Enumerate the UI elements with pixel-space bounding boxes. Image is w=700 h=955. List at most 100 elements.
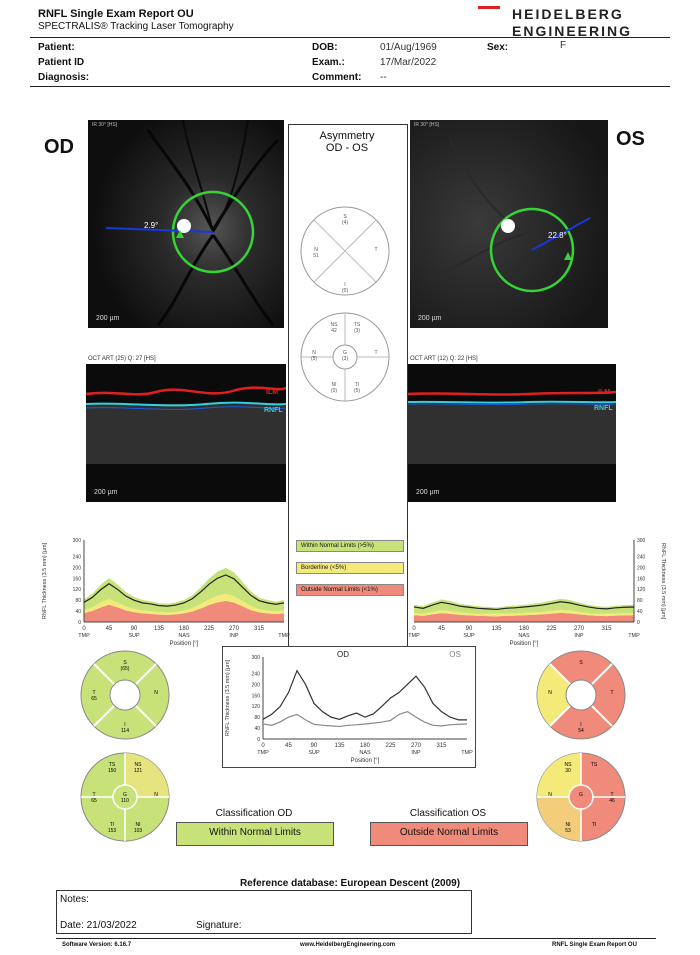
x-axis-label: Position [°] <box>510 641 539 647</box>
x-tick-label: 225 <box>546 626 557 632</box>
asymmetry-outer-svg: S (4) N 51 T I (0) <box>300 206 390 296</box>
svg-text:51: 51 <box>313 253 319 259</box>
svg-text:NI: NI <box>332 382 337 388</box>
svg-text:NS: NS <box>331 322 339 328</box>
x-tick-label: 0 <box>261 743 265 749</box>
y-tick-label: 200 <box>73 565 82 571</box>
y-tick-label: 80 <box>254 715 260 721</box>
x-category-label: INP <box>574 633 584 639</box>
y-tick-label: 160 <box>637 576 646 582</box>
os-sector-outer: S N T I 54 <box>536 650 626 745</box>
date-label: Date: 21/03/2022 <box>60 920 137 931</box>
os-thickness-svg: 0 45 90 135 180 225 270 315 TMP SUP NAS INP TMP Posit… <box>408 538 666 647</box>
x-tick-label: 45 <box>438 626 445 632</box>
od-sector-inner: TS 150 NS 121 T 65 G 110 N TI 153 NI 103 <box>80 752 170 847</box>
svg-text:S: S <box>123 660 127 666</box>
x-tick-label: 45 <box>285 743 292 749</box>
x-tick-label: 135 <box>491 626 502 632</box>
x-category-label: INP <box>411 750 421 756</box>
os-sector-inner: NS 30 TS N G T 46 NI 53 TI <box>536 752 626 847</box>
legend-borderline: Borderline (<5%) <box>296 562 404 574</box>
od-ns-label: NS <box>135 762 143 768</box>
asymmetry-chart-outer: S (4) N 51 T I (0) <box>300 204 390 303</box>
y-tick-label: 300 <box>73 538 82 544</box>
svg-text:(5): (5) <box>311 356 317 362</box>
within-normal-band <box>414 598 634 614</box>
svg-text:(4): (4) <box>342 220 348 226</box>
x-tick-label: 45 <box>106 626 113 632</box>
svg-text:N: N <box>314 247 318 253</box>
y-tick-label: 80 <box>637 598 643 604</box>
diagnosis-label: Diagnosis: <box>38 72 90 83</box>
asymmetry-chart-inner: NS 42 TS (3) N (5) G (3) T NI (0) TI (5) <box>300 310 390 409</box>
od-ti-value: 153 <box>108 828 117 834</box>
x-category-label: TMP <box>628 633 640 639</box>
borderline-band <box>414 609 634 617</box>
od-thickness-svg: 0 45 90 135 180 225 270 315 TMP SUP NAS INP TMP Posit… <box>42 538 290 647</box>
svg-text:TI: TI <box>355 382 359 388</box>
os-oct-caption: OCT ART (12) Q: 22 [HS] <box>410 356 478 362</box>
y-tick-label: 120 <box>637 587 646 593</box>
brand-logo: HEIDELBERG ENGINEERING <box>478 6 660 40</box>
od-sector-outer: S (65) T 65 N I 114 <box>80 650 170 745</box>
od-ilm-label: ILM <box>266 389 278 396</box>
x-category-label: TMP <box>461 750 473 756</box>
y-tick-label: 40 <box>254 726 260 732</box>
x-category-label: TMP <box>78 633 90 639</box>
od-oct-scale: 200 µm <box>94 489 118 496</box>
svg-text:(3): (3) <box>342 356 348 362</box>
od-angle-label: 2.9° <box>144 221 158 230</box>
comment-value: -- <box>380 72 387 83</box>
patient-label: Patient: <box>38 42 75 53</box>
y-tick-label: 240 <box>637 554 646 560</box>
svg-text:T: T <box>374 350 377 356</box>
y-axis-label: RNFL Thickness (3.5 mm) [µm] <box>42 542 48 619</box>
os-fundus-scale: 200 µm <box>418 315 442 322</box>
os-scan-line <box>531 217 591 251</box>
x-tick-label: 315 <box>601 626 612 632</box>
comparison-chart: 0 45 90 135 180 225 270 315 TMP SUP NAS INP TMP Posit… <box>222 646 476 768</box>
od-t-label: T <box>92 792 95 798</box>
x-tick-label: 270 <box>229 626 240 632</box>
x-tick-label: 180 <box>360 743 371 749</box>
os-g-label: G <box>579 792 583 798</box>
x-category-label: INP <box>229 633 239 639</box>
y-tick-label: 240 <box>73 554 82 560</box>
y-tick-label: 200 <box>252 682 261 688</box>
od-fundus-svg: 2.9° <box>88 120 284 328</box>
x-tick-label: 270 <box>574 626 585 632</box>
series-line-od <box>83 574 285 607</box>
os-t-value: 46 <box>609 798 615 804</box>
os-ns-label: NS <box>565 762 573 768</box>
os-sector-outer-svg: S N T I 54 <box>536 650 626 740</box>
exam-label: Exam.: <box>312 57 345 68</box>
svg-text:S: S <box>579 660 583 666</box>
brand-line2: ENGINEERING <box>512 23 632 39</box>
series-line-od <box>262 669 467 721</box>
svg-text:N: N <box>312 350 316 356</box>
report-subtitle: SPECTRALIS® Tracking Laser Tomography <box>38 21 234 32</box>
os-oct-image: ILM RNFL 200 µm <box>408 364 616 502</box>
x-tick-label: 315 <box>254 626 265 632</box>
od-fundus-image: 2.9° IR 30° [HS] 200 µm <box>88 120 284 328</box>
os-ni-label: NI <box>566 822 571 828</box>
brand-line1: HEIDELBERG <box>512 6 624 22</box>
svg-text:T: T <box>374 247 377 253</box>
y-tick-label: 300 <box>637 538 646 544</box>
borderline-band <box>84 593 284 615</box>
y-tick-label: 80 <box>75 598 81 604</box>
y-tick-label: 300 <box>252 655 261 661</box>
series-line-os <box>413 601 635 611</box>
os-n-label: N <box>548 792 552 798</box>
os-ts-label: TS <box>591 762 598 768</box>
os-classification-value: Outside Normal Limits <box>370 822 528 846</box>
od-thickness-chart: 0 45 90 135 180 225 270 315 TMP SUP NAS INP TMP Posit… <box>40 530 290 650</box>
brand-logo-mark: HEIDELBERG ENGINEERING <box>478 6 632 39</box>
compare-os-label: OS <box>449 650 461 659</box>
signature-label: Signature: <box>196 920 242 931</box>
svg-text:(65): (65) <box>121 666 130 672</box>
x-category-label: NAS <box>518 633 530 639</box>
y-tick-label: 0 <box>637 620 640 626</box>
notes-box <box>56 890 472 934</box>
x-axis-label: Position [°] <box>170 641 199 647</box>
